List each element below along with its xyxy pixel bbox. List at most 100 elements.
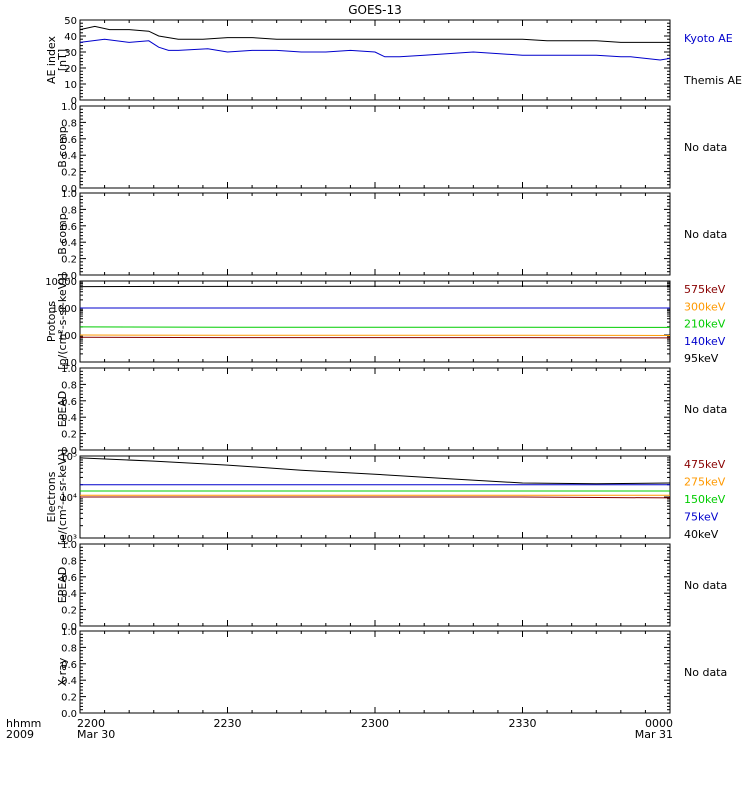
y-tick-label: 0.8 xyxy=(61,556,77,567)
y-tick-label: 50 xyxy=(64,16,77,27)
y-tick-label: 0.0 xyxy=(61,709,77,720)
panel-4: 10 100 1000 10000 Protons[p/(cm²-s-sr-keV)] 5… xyxy=(45,273,726,370)
y-tick-label: 0.6 xyxy=(61,135,77,146)
y-tick-label: 20 xyxy=(64,64,77,75)
x-axis-row1-label: hhmm xyxy=(6,717,41,730)
y-tick-label: 10⁵ xyxy=(60,452,77,463)
legend-entry-40kev: 40keV xyxy=(684,528,719,541)
panel-8: 0.0 0.2 0.4 0.6 0.8 1.0 X-ray No data xyxy=(56,627,727,720)
legend-entry-140kev: 140keV xyxy=(684,335,726,348)
y-tick-label: 0.8 xyxy=(61,380,77,391)
panel-frame xyxy=(79,192,671,276)
y-axis-label: EPEAD xyxy=(56,391,69,428)
y-tick-label: 0.2 xyxy=(61,255,77,266)
y-tick-label: 0.2 xyxy=(61,693,77,704)
y-axis-label: Protons xyxy=(45,301,58,342)
panel-frame xyxy=(79,19,671,101)
y-tick-label: 0 xyxy=(71,96,77,107)
panels: 0 10 20 30 40 50 AE index[nT] Kyoto AE Themis AE… xyxy=(45,16,742,720)
y-tick-label: 1.0 xyxy=(61,102,77,113)
y-tick-label: 0.6 xyxy=(61,397,77,408)
y-tick-label: 0.2 xyxy=(61,168,77,179)
series-line-575kev xyxy=(79,336,671,339)
y-tick-label: 10³ xyxy=(60,534,77,545)
y-tick-label: 0.6 xyxy=(61,222,77,233)
series-line-475kev xyxy=(80,496,671,499)
y-tick-label: 10⁴ xyxy=(60,493,77,504)
no-data-note: No data xyxy=(684,579,727,592)
y-tick-label: 1.0 xyxy=(61,189,77,200)
panel-3: 0.0 0.2 0.4 0.6 0.8 1.0 B comp No data xyxy=(56,189,727,282)
panel-frame xyxy=(79,280,671,363)
y-axis-label: [p/(cm²-s-sr-keV)] xyxy=(56,273,69,370)
y-tick-label: 0.0 xyxy=(61,271,77,282)
panel-frame xyxy=(79,105,671,189)
panel-frame xyxy=(79,630,671,714)
y-tick-label: 0.0 xyxy=(61,446,77,457)
x-axis-row2-label: 2009 xyxy=(6,728,34,741)
panel-frame xyxy=(79,367,671,451)
y-axis-label: X-ray xyxy=(56,657,69,686)
x-tick-label: 2200 xyxy=(77,717,105,730)
y-axis-label: AE index xyxy=(45,35,58,84)
series-line-210kev xyxy=(79,326,671,328)
legend-entry-95kev: 95keV xyxy=(684,352,719,365)
y-tick-label: 0.4 xyxy=(61,589,77,600)
y-tick-label: 1.0 xyxy=(61,627,77,638)
legend-entry-300kev: 300keV xyxy=(684,300,726,313)
y-tick-label: 0.2 xyxy=(61,606,77,617)
panel-7: 0.0 0.2 0.4 0.6 0.8 1.0 EPEAD No data xyxy=(56,540,727,633)
y-tick-label: 100 xyxy=(58,331,77,342)
series-line-40kev xyxy=(79,457,671,485)
y-tick-label: 1000 xyxy=(52,304,77,315)
legend-entry-475kev: 475keV xyxy=(684,458,726,471)
no-data-note: No data xyxy=(684,228,727,241)
y-tick-label: 30 xyxy=(64,48,77,59)
no-data-note: No data xyxy=(684,403,727,416)
y-axis-label: B comp xyxy=(56,126,69,168)
y-tick-label: 0.6 xyxy=(61,573,77,584)
y-tick-label: 0.4 xyxy=(61,676,77,687)
legend-entry-themis-ae: Themis AE xyxy=(683,74,742,87)
y-tick-label: 0.8 xyxy=(61,643,77,654)
y-tick-label: 0.8 xyxy=(61,118,77,129)
x-tick-date-label: Mar 30 xyxy=(77,728,115,741)
y-axis-label: B comp xyxy=(56,213,69,255)
panel-2: 0.0 0.2 0.4 0.6 0.8 1.0 B comp No data xyxy=(56,102,727,195)
y-tick-label: 1.0 xyxy=(61,364,77,375)
x-tick-label: 0000 xyxy=(645,717,673,730)
y-tick-label: 0.0 xyxy=(61,622,77,633)
chart-title: GOES-13 xyxy=(348,3,402,17)
panel-5: 0.0 0.2 0.4 0.6 0.8 1.0 EPEAD No data xyxy=(56,364,727,457)
legend-entry-kyoto-ae: Kyoto AE xyxy=(684,32,733,45)
y-tick-label: 0.0 xyxy=(61,184,77,195)
panel-frame xyxy=(79,543,671,627)
y-tick-label: 10 xyxy=(64,80,77,91)
series-line-300kev xyxy=(79,334,671,336)
y-tick-label: 0.4 xyxy=(61,151,77,162)
y-axis-label: [nT] xyxy=(56,49,69,71)
y-tick-label: 0.4 xyxy=(61,413,77,424)
y-axis-label: [e/(cm²-s-sr-keV)] xyxy=(56,449,69,545)
series-line-themis-ae xyxy=(79,25,670,43)
y-tick-label: 0.6 xyxy=(61,660,77,671)
y-tick-label: 0.2 xyxy=(61,430,77,441)
y-tick-label: 40 xyxy=(64,32,77,43)
y-axis-label: EPEAD xyxy=(56,567,69,604)
x-tick-label: 2300 xyxy=(361,717,389,730)
no-data-note: No data xyxy=(684,141,727,154)
legend-entry-210kev: 210keV xyxy=(684,318,726,331)
legend-entry-275kev: 275keV xyxy=(684,476,726,489)
legend-entry-150kev: 150keV xyxy=(684,493,726,506)
no-data-note: No data xyxy=(684,666,727,679)
legend-entry-575kev: 575keV xyxy=(684,283,726,296)
y-tick-label: 0.4 xyxy=(61,238,77,249)
x-tick-label: 2230 xyxy=(214,717,242,730)
series-line-kyoto-ae xyxy=(79,38,671,61)
y-tick-label: 10000 xyxy=(45,277,77,288)
y-tick-label: 1.0 xyxy=(61,540,77,551)
y-tick-label: 0.8 xyxy=(61,205,77,216)
